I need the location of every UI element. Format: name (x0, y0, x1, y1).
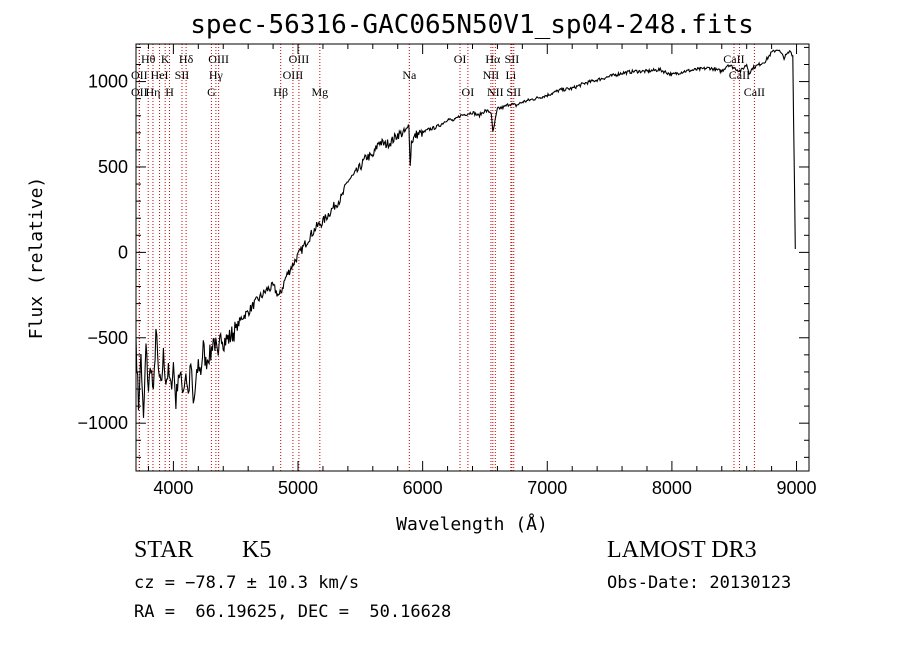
x-tick-label: 7000 (527, 478, 567, 498)
line-label: G (207, 85, 216, 99)
spectrum-line (135, 49, 796, 418)
survey-name: LAMOST DR3 (607, 537, 757, 563)
y-tick-label: −500 (87, 328, 128, 348)
line-label: OIII (208, 52, 229, 66)
y-axis: −1000 −500 0 500 1000 (77, 46, 809, 458)
line-label: Li (506, 68, 517, 82)
line-label: OI (454, 52, 467, 66)
x-tick-label: 5000 (278, 478, 318, 498)
chart-title: spec-56316-GAC065N50V1_sp04-248.fits (190, 10, 754, 40)
y-tick-label: 500 (98, 157, 128, 177)
line-label: K (161, 52, 170, 66)
line-label: SII (175, 68, 190, 82)
plot-frame (135, 43, 810, 472)
object-class: STAR (134, 537, 194, 563)
line-label: OIII (289, 52, 310, 66)
spectral-line-markers (138, 44, 755, 471)
y-axis-label: Flux (relative) (26, 177, 47, 340)
line-label: Hγ (209, 68, 224, 82)
x-axis-label: Wavelength (Å) (396, 513, 548, 535)
x-axis: 4000 5000 6000 7000 8000 9000 (147, 44, 817, 498)
line-label: Hθ (141, 52, 156, 66)
line-label: OIII (283, 68, 304, 82)
line-label: CaII (744, 85, 765, 99)
line-label: CaII (723, 52, 744, 66)
line-label: OII (131, 85, 148, 99)
line-label: H (165, 85, 174, 99)
x-tick-label: 6000 (403, 478, 443, 498)
line-label: CaII (729, 68, 750, 82)
line-label: SII (505, 52, 520, 66)
line-label: Hα (485, 52, 501, 66)
y-tick-label: −1000 (77, 413, 128, 433)
line-label: Hδ (179, 52, 194, 66)
x-tick-label: 9000 (777, 478, 817, 498)
ra-dec-coordinates: RA = 66.19625, DEC = 50.16628 (134, 602, 452, 622)
object-subclass: K5 (242, 537, 272, 563)
x-tick-label: 8000 (652, 478, 692, 498)
y-tick-label: 0 (118, 242, 128, 262)
line-label: NII (487, 85, 504, 99)
line-label: Hβ (273, 85, 288, 99)
line-label: OI (462, 85, 475, 99)
line-label: HeI (151, 68, 169, 82)
line-label: NII (483, 68, 500, 82)
x-tick-label: 4000 (153, 478, 193, 498)
observation-date: Obs-Date: 20130123 (607, 573, 792, 593)
line-label: Mg (311, 85, 328, 99)
line-label: OII (131, 68, 148, 82)
redshift-velocity: cz = −78.7 ± 10.3 km/s (134, 573, 360, 593)
line-label: Na (402, 68, 417, 82)
line-label: Hη (145, 85, 160, 99)
line-label: SII (506, 85, 521, 99)
y-tick-label: 1000 (88, 72, 128, 92)
